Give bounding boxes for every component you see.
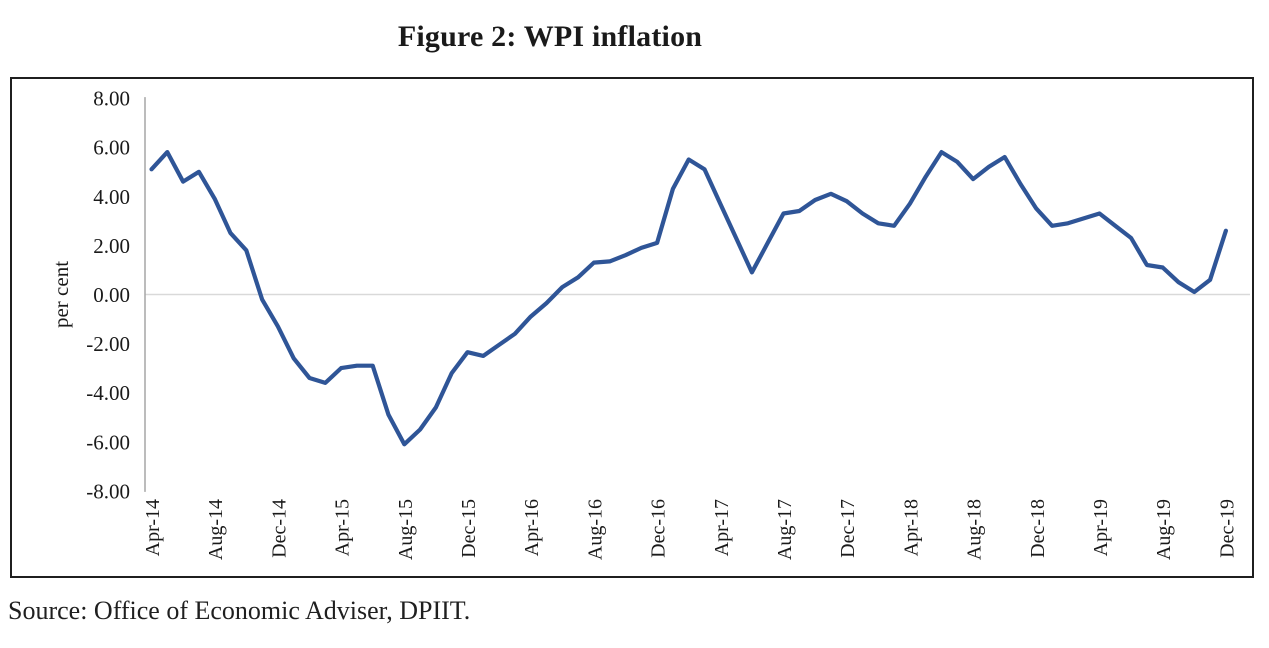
x-axis-tick-label: Dec-15 (458, 499, 480, 558)
y-axis-tick-label: 4.00 (93, 185, 130, 209)
x-axis-tick-label: Apr-16 (521, 499, 543, 556)
figure-title: Figure 2: WPI inflation (397, 20, 703, 53)
x-axis-tick-label: Dec-19 (1216, 499, 1238, 558)
x-axis-tick-label: Apr-17 (711, 499, 733, 556)
chart-border (10, 77, 1254, 578)
y-axis-tick-label: -2.00 (86, 332, 130, 356)
x-axis-tick-label: Aug-14 (205, 499, 227, 560)
y-axis-tick-label: -4.00 (86, 381, 130, 405)
x-axis-tick-label: Aug-18 (964, 499, 986, 560)
x-axis-tick-label: Apr-15 (332, 499, 354, 556)
y-axis-tick-label: 0.00 (93, 283, 130, 307)
x-axis-tick-label: Aug-16 (584, 499, 606, 560)
y-axis-tick-label: 2.00 (93, 234, 130, 258)
x-axis-tick-label: Aug-19 (1153, 499, 1175, 560)
y-axis-tick-label: 8.00 (93, 87, 130, 111)
x-axis-tick-label: Aug-15 (395, 499, 417, 560)
y-axis-tick-label: -8.00 (86, 479, 130, 503)
x-axis-tick-label: Dec-17 (837, 499, 859, 558)
x-axis-tick-label: Aug-17 (774, 499, 796, 560)
x-axis-tick-label: Apr-19 (1090, 499, 1112, 556)
x-axis-tick-label: Dec-18 (1027, 499, 1049, 558)
x-axis-tick-label: Dec-16 (648, 499, 670, 558)
x-axis-tick-label: Apr-18 (900, 499, 922, 556)
source-note: Source: Office of Economic Adviser, DPII… (8, 596, 471, 625)
x-axis-tick-label: Dec-14 (268, 499, 290, 558)
y-axis-tick-label: 6.00 (93, 136, 130, 160)
wpi-inflation-line (149, 149, 1229, 447)
chart-frame: 8.00 6.00 4.00 2.00 0.00 -2.00 -4.00 -6.00 -8.00… (10, 77, 1254, 578)
wpi-line-chart: 8.00 6.00 4.00 2.00 0.00 -2.00 -4.00 -6.00 -8.00… (10, 77, 1254, 578)
y-axis-tick-label: -6.00 (86, 430, 130, 454)
x-axis-tick-label: Apr-14 (142, 499, 164, 556)
y-axis-title: per cent (49, 261, 73, 328)
